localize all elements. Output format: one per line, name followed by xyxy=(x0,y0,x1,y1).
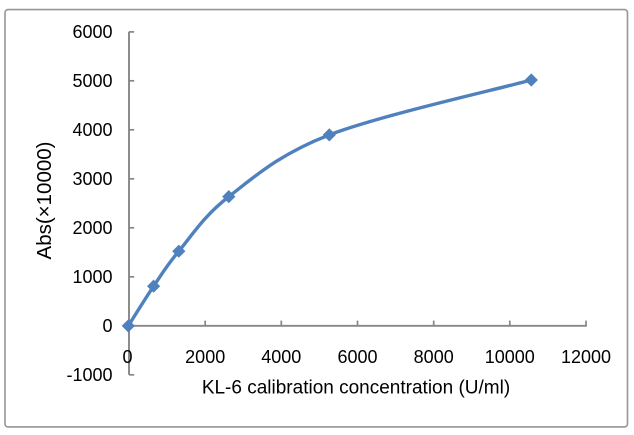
svg-text:6000: 6000 xyxy=(337,347,377,367)
svg-text:2000: 2000 xyxy=(185,347,225,367)
svg-text:10000: 10000 xyxy=(485,347,535,367)
svg-text:4000: 4000 xyxy=(261,347,301,367)
svg-text:-1000: -1000 xyxy=(66,365,112,385)
svg-text:0: 0 xyxy=(122,347,132,367)
svg-text:0: 0 xyxy=(102,316,112,336)
svg-text:2000: 2000 xyxy=(72,218,112,238)
svg-text:1000: 1000 xyxy=(72,267,112,287)
svg-text:3000: 3000 xyxy=(72,169,112,189)
svg-text:KL-6 calibration concentration: KL-6 calibration concentration (U/ml) xyxy=(202,378,510,399)
svg-text:8000: 8000 xyxy=(414,347,454,367)
svg-text:12000: 12000 xyxy=(561,347,611,367)
svg-text:4000: 4000 xyxy=(72,120,112,140)
svg-text:6000: 6000 xyxy=(72,22,112,42)
svg-text:5000: 5000 xyxy=(72,71,112,91)
svg-text:Abs(×10000): Abs(×10000) xyxy=(33,142,56,260)
